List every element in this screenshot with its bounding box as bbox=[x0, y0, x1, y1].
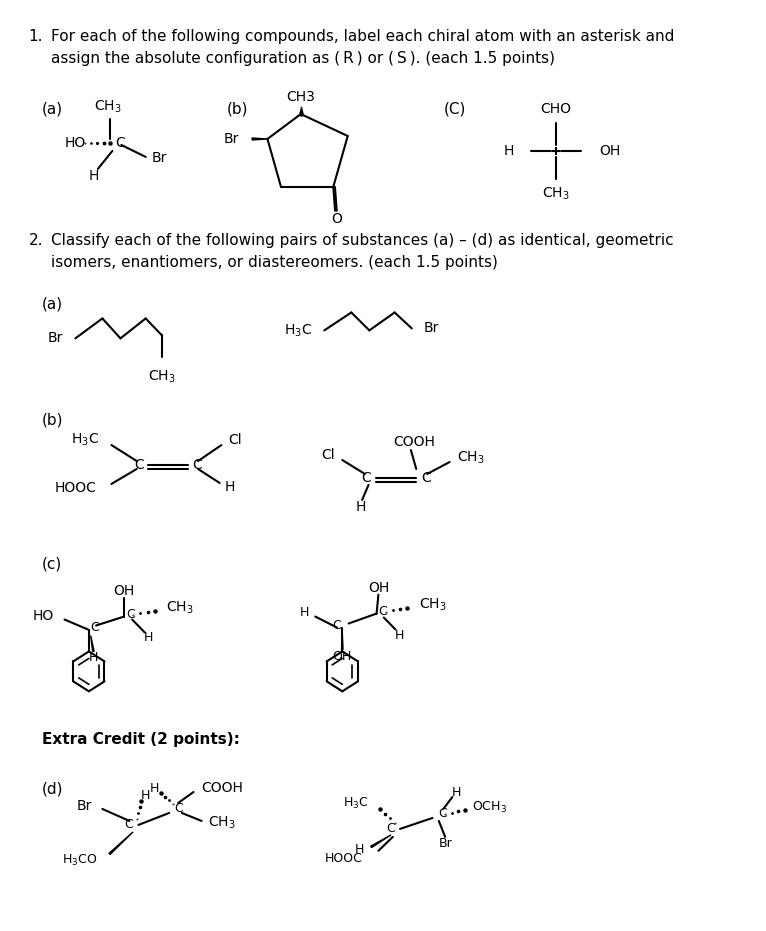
Text: Br: Br bbox=[76, 799, 92, 813]
Text: C: C bbox=[421, 471, 430, 485]
Text: Cl: Cl bbox=[228, 433, 241, 447]
Text: (b): (b) bbox=[227, 101, 248, 116]
Text: CH$_3$: CH$_3$ bbox=[94, 99, 122, 115]
Text: C: C bbox=[378, 605, 387, 618]
Text: H: H bbox=[89, 169, 100, 182]
Polygon shape bbox=[252, 138, 267, 140]
Text: O: O bbox=[332, 211, 342, 225]
Text: OH: OH bbox=[368, 581, 389, 595]
Text: HOOC: HOOC bbox=[55, 481, 97, 495]
Text: isomers, enantiomers, or diastereomers. (each 1.5 points): isomers, enantiomers, or diastereomers. … bbox=[51, 255, 498, 270]
Text: (a): (a) bbox=[42, 101, 63, 116]
Text: C: C bbox=[192, 458, 202, 472]
Text: C: C bbox=[124, 818, 133, 831]
Text: C: C bbox=[115, 136, 125, 150]
Text: Cl: Cl bbox=[322, 448, 335, 462]
Text: (C): (C) bbox=[444, 101, 466, 116]
Text: (b): (b) bbox=[42, 412, 64, 427]
Text: (c): (c) bbox=[42, 557, 62, 572]
Text: HO: HO bbox=[32, 609, 54, 623]
Text: C: C bbox=[332, 619, 341, 632]
Text: H$_3$CO: H$_3$CO bbox=[62, 854, 97, 869]
Text: COOH: COOH bbox=[394, 435, 435, 449]
Text: assign the absolute configuration as ( R ) or ( S ). (each 1.5 points): assign the absolute configuration as ( R… bbox=[51, 51, 555, 66]
Text: CH$_3$: CH$_3$ bbox=[542, 185, 570, 202]
Text: OH: OH bbox=[332, 650, 352, 663]
Text: (d): (d) bbox=[42, 781, 64, 796]
Text: H: H bbox=[355, 500, 365, 514]
Text: CH3: CH3 bbox=[286, 90, 316, 104]
Text: 1.: 1. bbox=[28, 29, 43, 45]
Text: H: H bbox=[89, 651, 98, 664]
Text: C: C bbox=[386, 822, 394, 835]
Text: H: H bbox=[503, 144, 514, 158]
Text: CHO: CHO bbox=[541, 102, 571, 116]
Text: Br: Br bbox=[438, 837, 452, 850]
Text: H: H bbox=[300, 606, 309, 619]
Text: Br: Br bbox=[47, 331, 63, 345]
Text: H: H bbox=[355, 843, 364, 857]
Text: OCH$_3$: OCH$_3$ bbox=[472, 800, 507, 815]
Text: H: H bbox=[144, 631, 153, 644]
Text: H: H bbox=[141, 789, 150, 802]
Text: COOH: COOH bbox=[201, 781, 244, 795]
Text: HO: HO bbox=[64, 136, 86, 150]
Polygon shape bbox=[371, 835, 391, 847]
Text: OH: OH bbox=[599, 144, 620, 158]
Text: OH: OH bbox=[113, 584, 135, 598]
Text: C: C bbox=[175, 803, 183, 816]
Text: Br: Br bbox=[152, 151, 168, 165]
Text: Br: Br bbox=[223, 132, 238, 146]
Text: CH$_3$: CH$_3$ bbox=[148, 369, 175, 385]
Text: H$_3$C: H$_3$C bbox=[283, 322, 312, 339]
Text: H: H bbox=[394, 629, 404, 642]
Text: C: C bbox=[90, 621, 100, 634]
Text: CH$_3$: CH$_3$ bbox=[166, 600, 194, 615]
Text: H$_3$C: H$_3$C bbox=[343, 795, 368, 811]
Text: (a): (a) bbox=[42, 296, 63, 312]
Text: CH$_3$: CH$_3$ bbox=[457, 450, 485, 466]
Text: H: H bbox=[452, 786, 462, 799]
Polygon shape bbox=[342, 633, 343, 650]
Text: H: H bbox=[224, 480, 234, 494]
Text: C: C bbox=[438, 807, 447, 820]
Text: For each of the following compounds, label each chiral atom with an asterisk and: For each of the following compounds, lab… bbox=[51, 29, 674, 45]
Text: C: C bbox=[362, 471, 372, 485]
Text: CH$_3$: CH$_3$ bbox=[208, 815, 236, 831]
Polygon shape bbox=[90, 636, 94, 652]
Text: Classify each of the following pairs of substances (a) – (d) as identical, geome: Classify each of the following pairs of … bbox=[51, 233, 673, 248]
Text: C: C bbox=[134, 458, 144, 472]
Text: Extra Credit (2 points):: Extra Credit (2 points): bbox=[42, 732, 240, 748]
Text: C: C bbox=[126, 608, 135, 621]
Text: H: H bbox=[150, 781, 159, 794]
Polygon shape bbox=[109, 832, 133, 855]
Text: 2.: 2. bbox=[28, 233, 43, 248]
Text: Br: Br bbox=[424, 321, 439, 335]
Text: CH$_3$: CH$_3$ bbox=[419, 597, 447, 613]
Text: H$_3$C: H$_3$C bbox=[70, 432, 99, 448]
Text: HOOC: HOOC bbox=[324, 852, 362, 865]
